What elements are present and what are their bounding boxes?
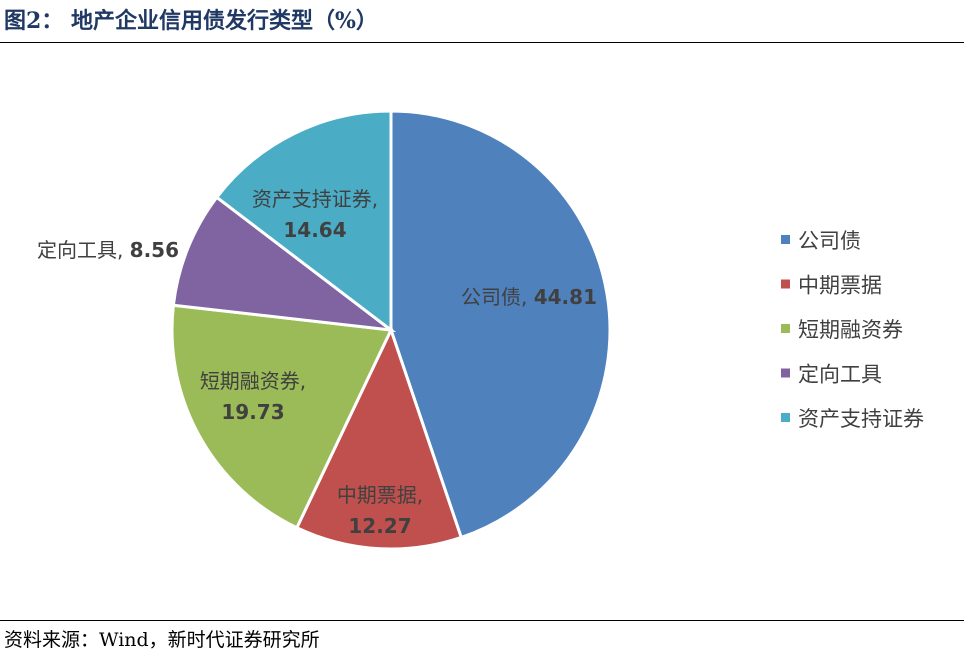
pie-slice-4	[171, 195, 397, 333]
data-label-1: 公司债, 44.81	[461, 285, 597, 309]
legend-swatch-3	[781, 324, 790, 333]
title-rule	[0, 42, 964, 43]
data-label-4: 定向工具, 8.56	[37, 238, 179, 262]
legend-label-5: 资产支持证券	[798, 407, 924, 431]
legend-swatch-5	[781, 413, 790, 422]
data-label-2: 中期票据, 12.27	[337, 483, 423, 538]
legend-label-4: 定向工具	[798, 363, 882, 387]
legend-swatch-2	[781, 279, 790, 289]
pie-slice-5	[214, 109, 393, 334]
data-label-value: 8.56	[130, 238, 179, 262]
data-label-name: 定向工具,	[37, 238, 130, 262]
data-label-value: 44.81	[534, 285, 597, 309]
pie-slices	[170, 109, 612, 551]
source-rule	[0, 620, 964, 621]
data-label-value: 19.73	[221, 400, 284, 424]
data-label-name: 公司债,	[461, 285, 534, 309]
pie-slice-3	[170, 303, 394, 530]
pie-chart: 公司债, 44.81 中期票据, 12.27 短期融资券, 19.73 定向工具, 8.5…	[37, 109, 924, 551]
legend-label-2: 中期票据	[798, 274, 882, 298]
legend-swatch-4	[781, 368, 790, 378]
data-label-5: 资产支持证券, 14.64	[252, 187, 378, 242]
data-labels: 公司债, 44.81 中期票据, 12.27 短期融资券, 19.73 定向工具, 8.5…	[37, 187, 597, 538]
data-label-value: 14.64	[283, 218, 346, 242]
pie-slice-1	[389, 109, 612, 540]
data-label-name: 短期融资券,	[200, 369, 306, 393]
data-label-value: 12.27	[348, 514, 411, 538]
chart-title: 图2： 地产企业信用债发行类型（%）	[4, 8, 378, 34]
legend-swatch-1	[781, 235, 790, 244]
data-label-name: 资产支持证券,	[252, 187, 378, 211]
pie-slice-2	[294, 326, 464, 551]
source-note: 资料来源：Wind，新时代证券研究所	[4, 629, 320, 651]
data-label-name: 中期票据,	[337, 483, 423, 507]
legend-label-3: 短期融资券	[798, 318, 903, 342]
data-label-3: 短期融资券, 19.73	[200, 369, 306, 424]
legend-label-1: 公司债	[798, 229, 861, 253]
